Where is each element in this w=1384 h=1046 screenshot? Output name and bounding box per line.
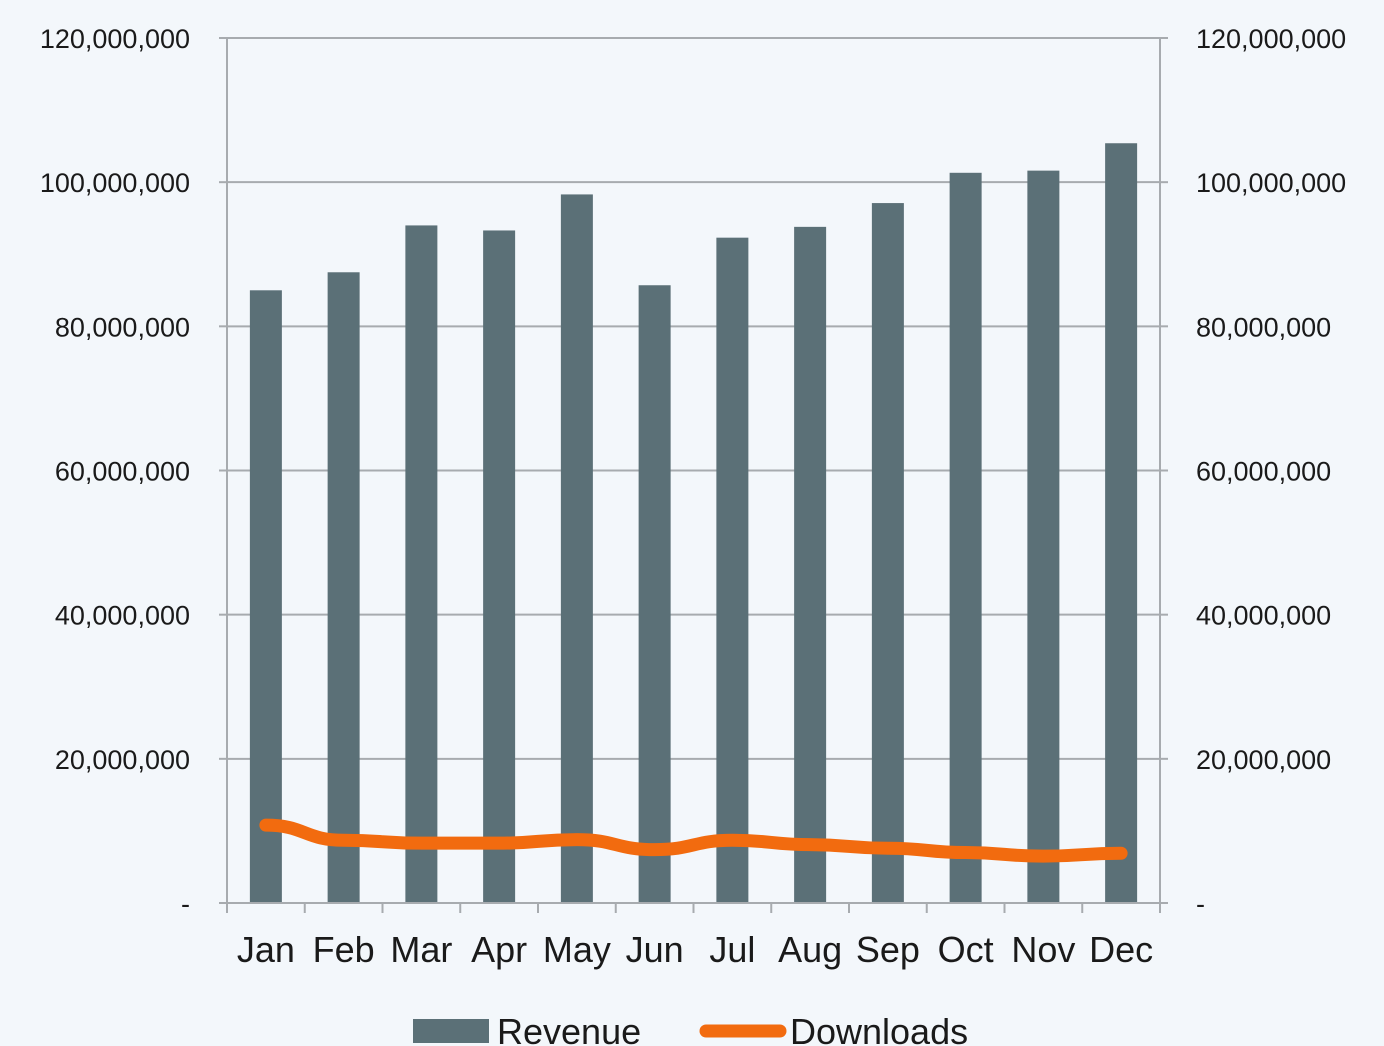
x-category-label: Dec — [1089, 929, 1153, 970]
revenue-bar-may — [560, 194, 593, 903]
x-category-label: Jan — [237, 929, 295, 970]
x-axis-categories: Jan Feb Mar Apr May Jun Jul Aug Sep Oct Nov Dec — [237, 929, 1153, 970]
y-tick-label-right: 100,000,000 — [1196, 168, 1346, 198]
revenue-bar-oct — [949, 172, 982, 903]
y-tick-label-left: 100,000,000 — [40, 168, 190, 198]
y-tick-label-left: 40,000,000 — [55, 601, 190, 631]
x-category-label: May — [543, 929, 611, 970]
revenue-bar-jun — [638, 285, 671, 903]
revenue-bar-sep — [871, 203, 904, 904]
y-tick-label-left: 20,000,000 — [55, 745, 190, 775]
x-category-label: Jun — [626, 929, 684, 970]
revenue-bar-mar — [405, 225, 438, 903]
y-tick-label-right: 120,000,000 — [1196, 24, 1346, 54]
x-category-label: Nov — [1011, 929, 1075, 970]
x-category-label: Aug — [778, 929, 842, 970]
revenue-bar-dec — [1105, 143, 1138, 903]
revenue-bar-apr — [483, 230, 516, 903]
gridlines — [227, 37, 1160, 760]
revenue-bar-aug — [794, 226, 827, 903]
y-tick-label-right: 80,000,000 — [1196, 312, 1331, 342]
revenue-bar-jan — [249, 290, 282, 904]
downloads-line — [259, 818, 1128, 863]
y-tick-label-right: 60,000,000 — [1196, 457, 1331, 487]
revenue-bars — [249, 143, 1138, 904]
y-tick-label-left: 60,000,000 — [55, 457, 190, 487]
x-category-label: Apr — [471, 929, 527, 970]
x-category-label: Feb — [313, 929, 375, 970]
y-tick-label-left: - — [181, 889, 190, 919]
y-tick-label-right: 40,000,000 — [1196, 601, 1331, 631]
legend-swatch-revenue — [413, 1019, 489, 1043]
x-category-label: Sep — [856, 929, 920, 970]
x-category-label: Mar — [390, 929, 452, 970]
x-category-label: Jul — [709, 929, 755, 970]
y-tick-label-left: 120,000,000 — [40, 24, 190, 54]
y-axis-right-ticks: - 20,000,000 40,000,000 60,000,000 80,000,00… — [1196, 24, 1346, 919]
downloads-line-group — [259, 818, 1128, 863]
legend: Revenue Downloads — [413, 1011, 968, 1046]
y-tick-label-left: 80,000,000 — [55, 312, 190, 342]
legend-label-downloads: Downloads — [790, 1011, 968, 1046]
y-axis-left-ticks: - 20,000,000 40,000,000 60,000,000 80,000,00… — [40, 24, 190, 919]
legend-label-revenue: Revenue — [497, 1011, 641, 1046]
y-tick-label-right: - — [1196, 889, 1205, 919]
axes — [219, 37, 1168, 913]
y-tick-label-right: 20,000,000 — [1196, 745, 1331, 775]
revenue-bar-jul — [716, 237, 749, 903]
revenue-bar-feb — [327, 272, 360, 903]
revenue-bar-nov — [1027, 170, 1060, 904]
x-category-label: Oct — [938, 929, 994, 970]
